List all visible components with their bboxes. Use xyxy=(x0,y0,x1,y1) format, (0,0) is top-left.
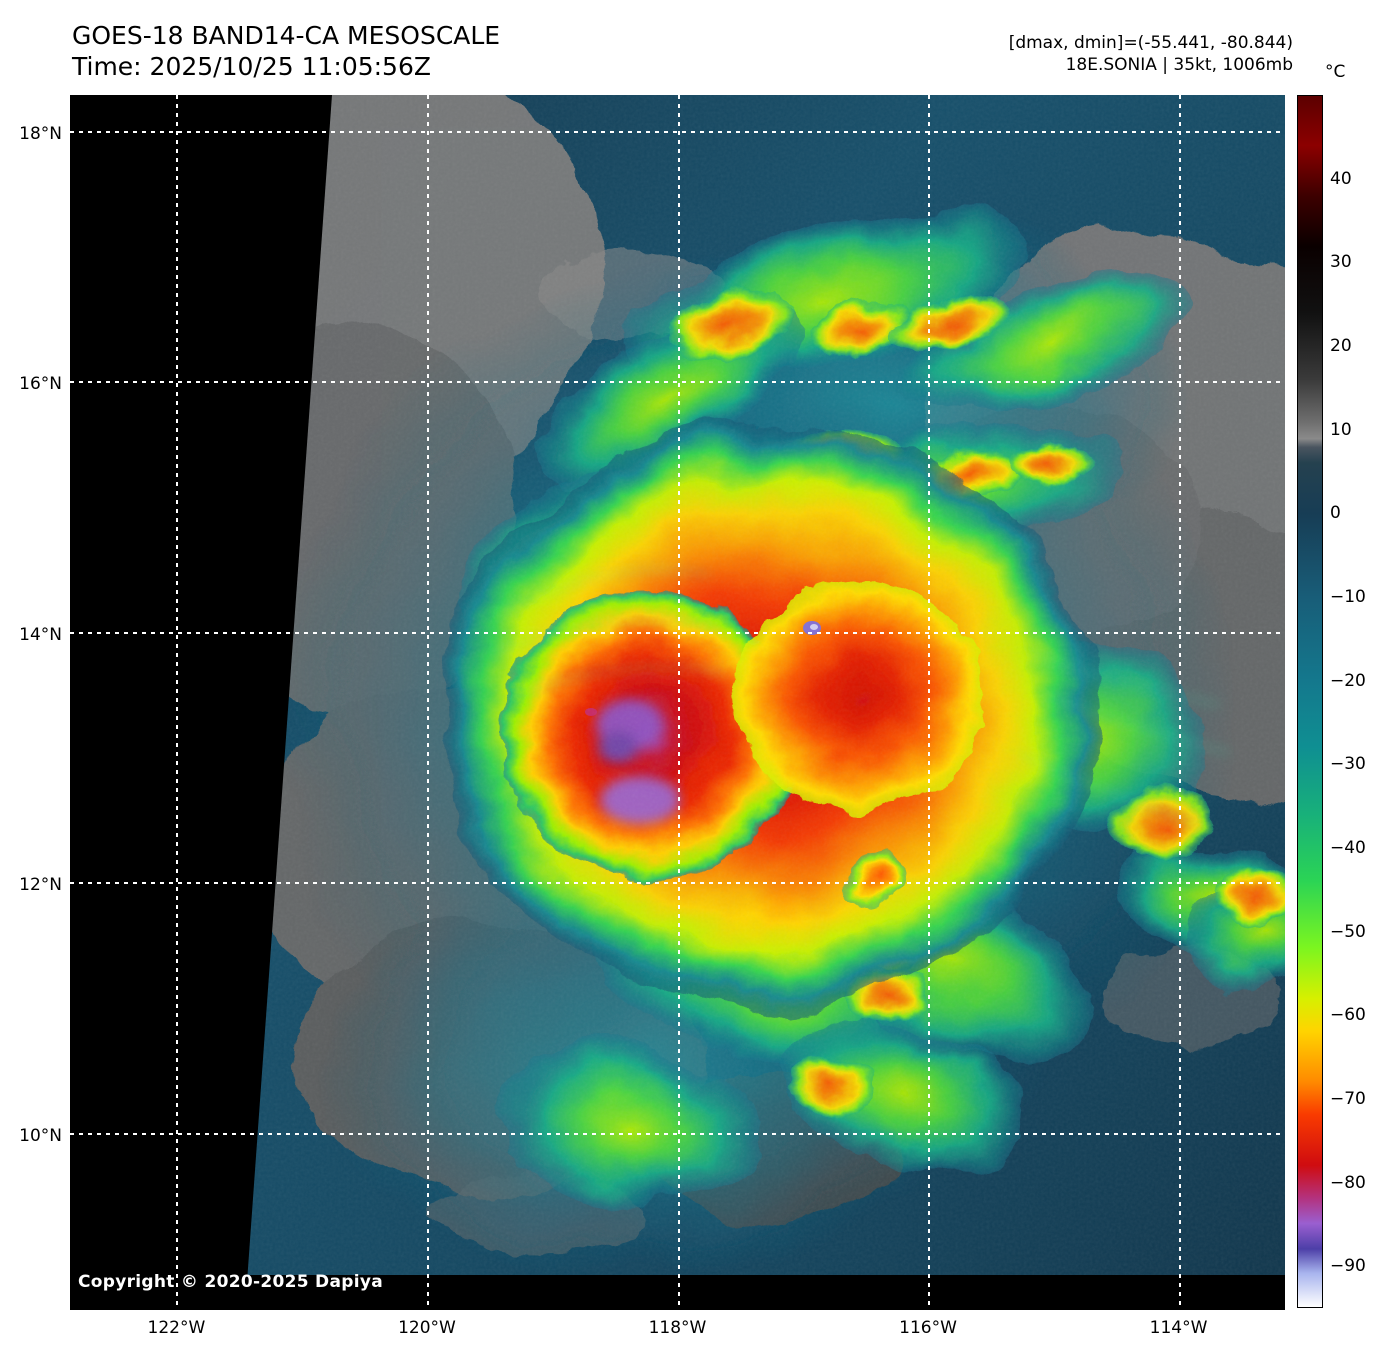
lat-tick-label-4: 10°N xyxy=(19,1125,62,1146)
lat-tick-label-3: 12°N xyxy=(19,875,62,896)
metadata-block: [dmax, dmin]=(-55.441, -80.844) 18E.SONI… xyxy=(1009,32,1293,76)
lon-tick-label-1: 120°W xyxy=(398,1318,456,1338)
satellite-raster xyxy=(70,95,1285,1310)
lon-tick-label-0: 122°W xyxy=(147,1318,206,1338)
colorbar-tick-2: 20 xyxy=(1330,335,1352,356)
gridline-lon-114 xyxy=(1178,95,1181,1310)
lon-tick-label-3: 116°W xyxy=(899,1318,957,1338)
page-title: GOES-18 BAND14-CA MESOSCALE xyxy=(72,21,501,50)
storm-info-label: 18E.SONIA | 35kt, 1006mb xyxy=(1065,55,1293,75)
dmax-dmin-label: [dmax, dmin]=(-55.441, -80.844) xyxy=(1008,33,1293,53)
satellite-image-plot[interactable] xyxy=(70,95,1285,1310)
colorbar-tick-9: −50 xyxy=(1330,921,1366,942)
colorbar-tick-13: −90 xyxy=(1330,1256,1366,1277)
lat-tick-label-2: 14°N xyxy=(19,624,62,645)
colorbar-tick-11: −70 xyxy=(1330,1088,1366,1109)
gridline-lon-122 xyxy=(176,95,179,1310)
colorbar-tick-8: −40 xyxy=(1330,837,1366,858)
colorbar[interactable] xyxy=(1297,95,1323,1308)
chart-title-block: GOES-18 BAND14-CA MESOSCALE Time: 2025/1… xyxy=(72,20,500,82)
copyright-label: Copyright © 2020-2025 Dapiya xyxy=(78,1272,383,1292)
timestamp-label: Time: 2025/10/25 11:05:56Z xyxy=(72,52,431,81)
gridline-lon-116 xyxy=(928,95,930,1310)
colorbar-tick-4: 0 xyxy=(1330,503,1341,524)
colorbar-tick-12: −80 xyxy=(1330,1172,1366,1193)
colorbar-tick-6: −20 xyxy=(1330,670,1366,691)
colorbar-tick-1: 30 xyxy=(1330,252,1352,273)
colorbar-tick-5: −10 xyxy=(1330,586,1366,607)
gridline-lon-120 xyxy=(426,95,429,1310)
lon-tick-label-2: 118°W xyxy=(648,1318,707,1338)
colorbar-tick-3: 10 xyxy=(1330,419,1352,440)
gridline-lon-118 xyxy=(677,95,680,1310)
colorbar-unit-label: °C xyxy=(1325,62,1346,82)
lat-tick-label-1: 16°N xyxy=(19,374,62,395)
colorbar-tick-7: −30 xyxy=(1330,754,1366,775)
lat-tick-label-0: 18°N xyxy=(19,123,62,144)
colorbar-tick-10: −60 xyxy=(1330,1005,1366,1026)
colorbar-tick-0: 40 xyxy=(1330,168,1352,189)
colorbar-gradient xyxy=(1298,96,1322,1307)
lon-tick-label-4: 114°W xyxy=(1149,1318,1208,1338)
